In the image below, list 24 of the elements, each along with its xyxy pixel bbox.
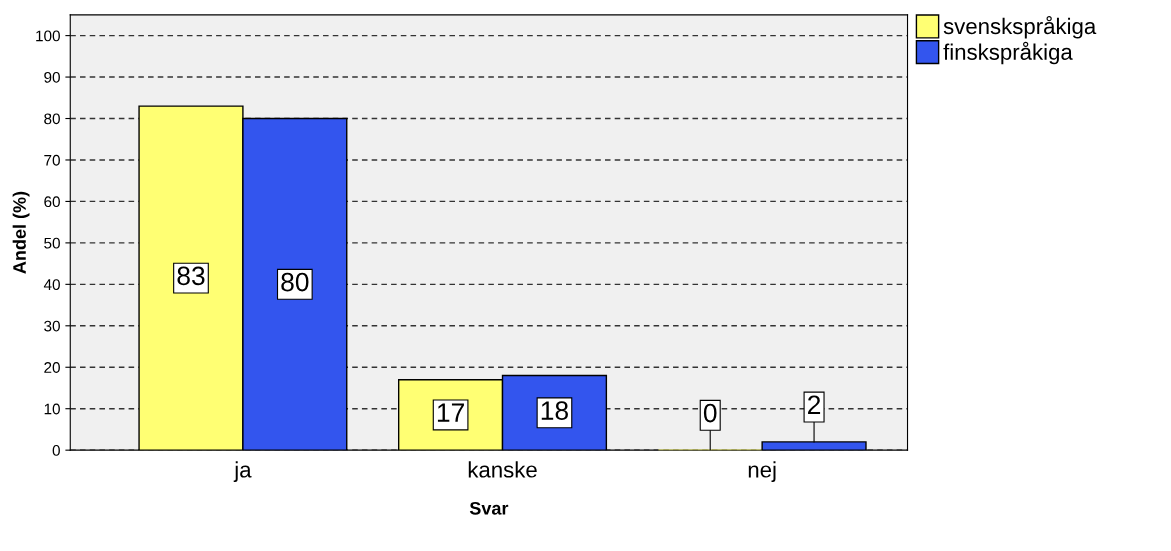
y-tick-label: 0: [52, 445, 60, 456]
legend-label: svenskspråkiga: [943, 16, 1097, 39]
y-tick-label: 100: [36, 30, 60, 42]
x-tick-label: nej: [748, 461, 776, 482]
data-label: 17: [437, 403, 464, 422]
y-axis-title: Andel (%): [12, 191, 30, 274]
data-label: 2: [808, 395, 821, 414]
data-label: 0: [703, 403, 717, 423]
x-tick-label: kanske: [468, 461, 537, 478]
data-label: 18: [541, 401, 568, 420]
x-axis-title: Svar: [469, 501, 509, 515]
x-tick-label: ja: [233, 461, 252, 482]
legend-label: finskspråkiga: [943, 41, 1073, 65]
y-tick-label: 90: [44, 71, 60, 83]
y-tick-label: 40: [43, 279, 60, 291]
data-label: 80: [281, 272, 309, 292]
y-tick-label: 70: [44, 154, 60, 166]
data-label: 83: [177, 266, 205, 286]
y-tick-label: 60: [44, 196, 60, 208]
y-tick-label: 20: [44, 362, 60, 373]
y-tick-label: 80: [44, 113, 60, 125]
y-tick-label: 30: [44, 320, 60, 332]
y-tick-label: 50: [44, 237, 60, 249]
y-tick-label: 10: [44, 403, 60, 415]
